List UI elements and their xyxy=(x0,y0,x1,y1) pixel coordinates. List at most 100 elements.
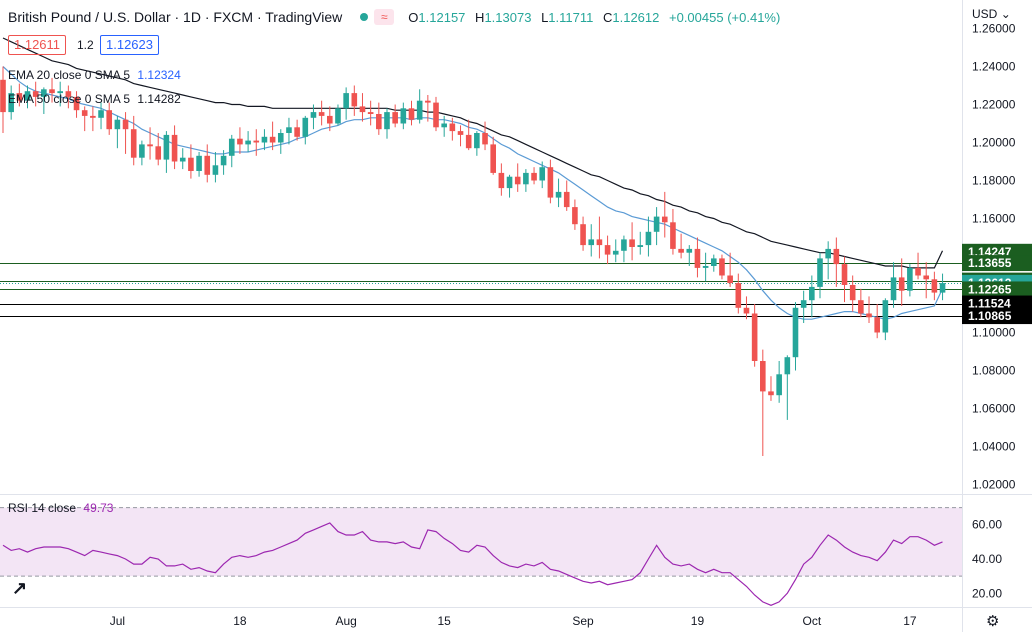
ema50-label: EMA 50 close 0 SMA 5 xyxy=(8,92,131,106)
candle-body xyxy=(498,172,505,189)
close-value: 1.12612 xyxy=(612,9,660,25)
candle-body xyxy=(817,258,823,287)
rsi-tick-label: 20.00 xyxy=(972,586,1002,600)
candle-body xyxy=(130,129,137,158)
candle-body xyxy=(351,93,358,107)
time-tick-label: Aug xyxy=(335,614,356,628)
price-tag xyxy=(962,308,1032,325)
high-value: 1.13073 xyxy=(484,9,532,25)
candle-body xyxy=(41,89,47,97)
candle-body xyxy=(277,133,284,143)
ema20-line xyxy=(2,66,944,320)
candle-body xyxy=(400,108,407,124)
candle-body xyxy=(588,239,595,246)
candle-body xyxy=(751,313,758,361)
candle-body xyxy=(286,127,292,133)
price-tick-label: 1.18000 xyxy=(972,174,1016,188)
candle-body xyxy=(735,283,742,308)
ema50-legend[interactable]: EMA 50 close 0 SMA 5 1.14282 xyxy=(8,92,181,106)
price-tick-label: 1.24000 xyxy=(972,60,1016,74)
candle-body xyxy=(204,155,211,175)
buy-button[interactable]: 1.12623 xyxy=(100,35,159,55)
candle-body xyxy=(800,300,807,308)
rsi-band xyxy=(0,507,962,577)
candle-body xyxy=(858,300,864,314)
candle-body xyxy=(915,267,921,276)
candle-body xyxy=(327,115,333,124)
wave-icon[interactable]: ≈ xyxy=(374,9,395,25)
candle-body xyxy=(719,258,725,276)
candle-body xyxy=(874,317,880,333)
gear-icon[interactable]: ⚙ xyxy=(986,613,1000,630)
candle-body xyxy=(376,114,382,130)
candle-body xyxy=(931,279,938,293)
candle-body xyxy=(367,112,374,114)
candle-body xyxy=(898,277,905,291)
ema50-line xyxy=(2,37,944,269)
candle-body xyxy=(514,176,521,185)
candle-body xyxy=(49,89,55,94)
ema20-legend[interactable]: EMA 20 close 0 SMA 5 1.12324 xyxy=(8,68,181,82)
sell-button[interactable]: 1.12611 xyxy=(8,35,67,55)
candle-body xyxy=(580,224,586,246)
candle-body xyxy=(612,250,619,255)
price-tick-label: 1.10000 xyxy=(972,326,1016,340)
candle-body xyxy=(0,79,6,113)
change-value: +0.00455 (+0.41%) xyxy=(669,9,781,25)
candle-body xyxy=(882,300,889,333)
candle-body xyxy=(670,222,676,249)
candle-body xyxy=(523,172,529,185)
low-value: 1.11711 xyxy=(548,9,594,25)
candle-body xyxy=(637,245,644,247)
candle-body xyxy=(261,136,268,143)
ema20-label: EMA 20 close 0 SMA 5 xyxy=(8,68,131,82)
chart-header: British Pound / U.S. Dollar · 1D · FXCM … xyxy=(8,9,780,25)
candle-body xyxy=(212,165,219,175)
candle-body xyxy=(237,138,243,145)
candle-body xyxy=(425,100,431,103)
price-tick-label: 1.02000 xyxy=(972,478,1016,492)
price-tag-label: 1.11524 xyxy=(968,297,1011,311)
time-tick-label: 15 xyxy=(438,614,452,628)
candle-body xyxy=(408,108,415,120)
candle-body xyxy=(139,144,145,158)
candle-body xyxy=(572,207,578,225)
ohlc-readout: O1.12157 H1.13073 L1.11711 C1.12612 +0.0… xyxy=(408,9,781,25)
candle-body xyxy=(65,91,72,97)
price-tick-label: 1.26000 xyxy=(972,22,1016,36)
candle-body xyxy=(474,133,480,149)
candle-body xyxy=(727,275,733,284)
candle-body xyxy=(147,144,153,147)
market-open-dot-icon xyxy=(360,13,369,21)
candle-body xyxy=(90,115,96,118)
price-tick-label: 1.04000 xyxy=(972,440,1016,454)
rsi-tick-label: 40.00 xyxy=(972,552,1002,566)
candle-body xyxy=(196,155,202,171)
candle-body xyxy=(866,313,872,318)
rsi-value: 49.73 xyxy=(83,501,114,515)
candle-body xyxy=(310,112,317,118)
symbol-title[interactable]: British Pound / U.S. Dollar · 1D · FXCM … xyxy=(8,9,343,25)
candle-body xyxy=(245,140,251,145)
candle-body xyxy=(506,176,513,189)
candle-body xyxy=(24,91,31,101)
candle-body xyxy=(890,277,897,301)
candle-body xyxy=(269,136,276,143)
chevron-down-icon: ⌄ xyxy=(1000,7,1011,21)
price-tick-label: 1.22000 xyxy=(972,98,1016,112)
candle-body xyxy=(629,239,635,247)
price-tag xyxy=(962,295,1032,312)
candle-body xyxy=(809,286,815,301)
candle-body xyxy=(702,266,709,268)
open-value: 1.12157 xyxy=(418,9,466,25)
price-tick-label: 1.20000 xyxy=(972,136,1016,150)
candle-body xyxy=(384,112,390,130)
candle-body xyxy=(179,157,186,162)
rsi-legend[interactable]: RSI 14 close 49.73 xyxy=(8,501,113,515)
currency-selector[interactable]: USD ⌄ xyxy=(972,7,1011,21)
candle-body xyxy=(547,167,554,198)
candle-body xyxy=(490,144,496,173)
candle-body xyxy=(907,267,913,291)
candle-body xyxy=(776,374,782,396)
